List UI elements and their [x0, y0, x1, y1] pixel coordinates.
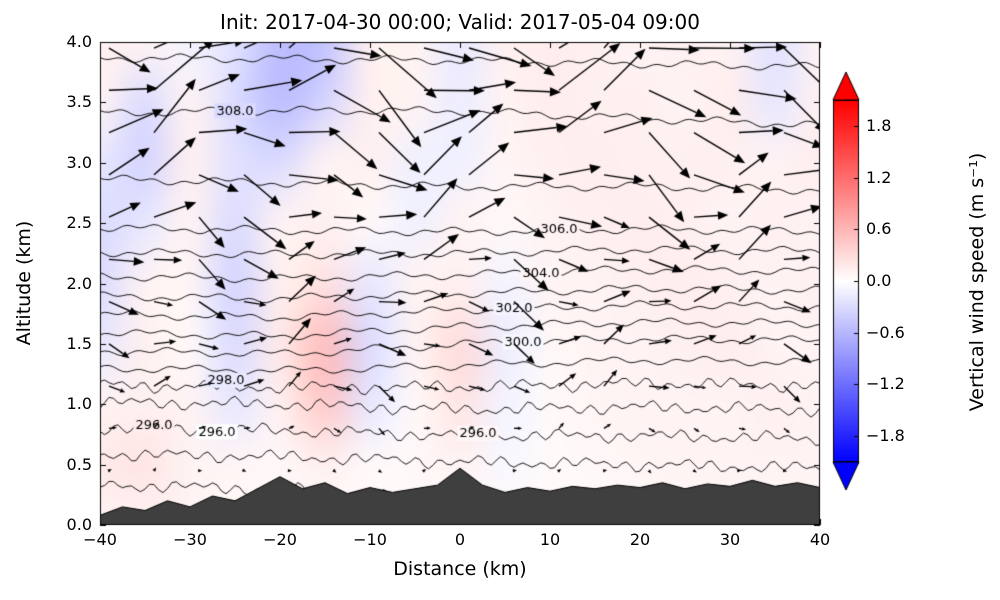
y-tick-label: 1.5: [66, 333, 92, 353]
y-tick-label: 0.0: [66, 515, 92, 534]
colorbar-label: Vertical wind speed (m s⁻¹): [966, 152, 988, 412]
plot-title: Init: 2017-04-30 00:00; Valid: 2017-05-0…: [220, 10, 700, 34]
y-tick-label: 3.5: [66, 92, 92, 112]
x-tick-label: −40: [83, 530, 117, 549]
x-tick-label: 40: [809, 530, 831, 549]
y-tick-label: 2.5: [66, 213, 92, 233]
colorbar-tick-label: 0.0: [866, 271, 892, 290]
y-tick-label: 2.0: [66, 273, 92, 293]
x-tick-label: 0: [454, 530, 466, 549]
x-tick-label: −10: [353, 530, 387, 549]
colorbar-tick-label: 0.6: [866, 219, 892, 239]
y-tick-label: 4.0: [66, 32, 92, 51]
x-axis-label: Distance (km): [393, 558, 527, 580]
x-tick-label: −30: [173, 530, 207, 549]
x-tick-label: 10: [539, 530, 561, 549]
colorbar-tick-label: −0.6: [866, 322, 905, 342]
colorbar-tick-label: −1.8: [866, 426, 905, 446]
y-tick-label: 1.0: [66, 394, 92, 414]
colorbar-tick-label: −1.2: [866, 374, 905, 394]
colorbar-tick-label: 1.2: [866, 167, 892, 187]
y-tick-label: 0.5: [66, 454, 92, 474]
x-tick-label: 30: [719, 530, 741, 549]
y-axis-label: Altitude (km): [13, 220, 35, 346]
x-tick-label: −20: [263, 530, 297, 549]
colorbar-tick-label: 1.8: [866, 115, 892, 135]
y-tick-label: 3.0: [66, 152, 92, 172]
x-tick-label: 20: [629, 530, 651, 549]
